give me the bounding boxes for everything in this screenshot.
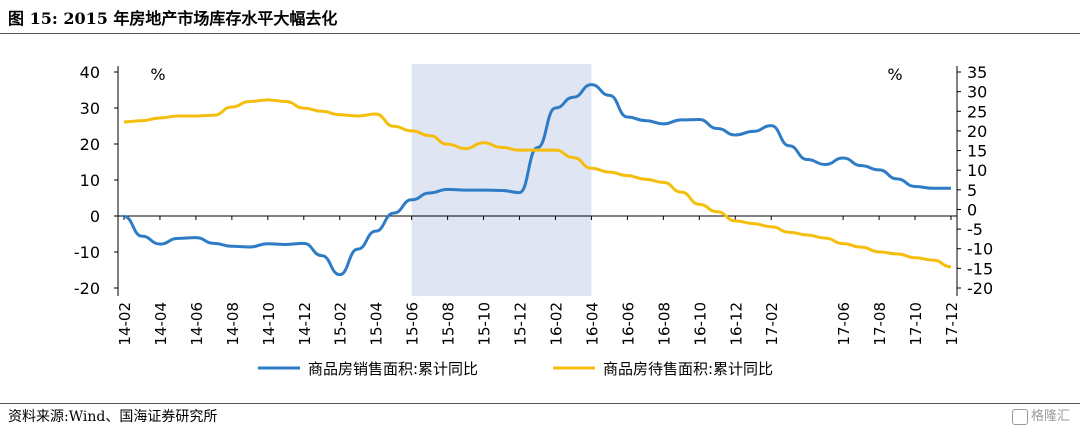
left-axis: -20 -10 0 10 20 30 40 [74,63,119,298]
legend: 商品房销售面积:累计同比 商品房待售面积:累计同比 [258,360,773,378]
right-unit-label: % [887,65,902,84]
right-tick-label: -15 [967,259,993,278]
x-tick-label: 14-12 [296,302,314,346]
x-tick-label: 16-08 [655,302,673,346]
title-divider [0,33,1080,34]
x-tick-label: 14-08 [224,302,242,346]
legend-label-inventory: 商品房待售面积:累计同比 [603,360,773,378]
x-tick-label: 17-08 [871,302,889,346]
x-tick-label: 14-02 [116,302,134,346]
left-tick-label: -20 [74,279,100,298]
right-tick-label: 5 [967,181,977,200]
figure-title: 图 15: 2015 年房地产市场库存水平大幅去化 [8,9,338,28]
left-tick-label: 20 [80,135,100,154]
highlight-band [411,64,592,296]
x-tick-label: 15-12 [512,302,530,346]
left-tick-label: 10 [80,171,100,190]
right-tick-label: -20 [967,279,993,298]
left-unit-label: % [150,65,165,84]
x-tick-label: 17-10 [907,302,925,346]
right-tick-label: 25 [967,102,987,121]
x-tick-label: 16-06 [619,302,637,346]
x-tick-label: 16-04 [583,302,601,346]
source-divider [0,403,1080,404]
series-lines [123,83,952,277]
series-line-sales [123,83,951,277]
watermark-text: 格隆汇 [1030,409,1070,424]
x-tick-label: 16-10 [691,302,709,346]
x-tick-label: 14-06 [188,302,206,346]
x-tick-label: 15-04 [368,302,386,346]
x-tick-label: 15-06 [404,302,422,346]
x-axis: 14-02 14-04 14-06 14-08 14-10 14-12 15-02 15-04… [116,215,961,346]
right-tick-label: 0 [967,200,977,219]
x-tick-label: 17-12 [943,302,961,346]
x-tick-label: 17-02 [763,302,781,346]
x-tick-label: 15-10 [476,302,494,346]
right-tick-label: 20 [967,122,987,141]
right-tick-label: -5 [967,220,983,239]
left-tick-label: 30 [80,99,100,118]
source-note: 资料来源:Wind、国海证券研究所 [8,409,218,425]
left-tick-label: 0 [90,207,100,226]
x-tick-label: 16-02 [547,302,565,346]
x-tick-label: 17-06 [835,302,853,346]
right-tick-label: 30 [967,83,987,102]
right-tick-label: 15 [967,142,987,161]
left-tick-label: 40 [80,63,100,82]
x-tick-label: 15-08 [440,302,458,346]
right-tick-label: 35 [967,63,987,82]
watermark-logo-icon [1011,408,1028,425]
x-tick-label: 14-04 [152,302,170,346]
right-tick-label: 10 [967,161,987,180]
watermark: 格隆汇 [1011,406,1070,428]
x-tick-label: 14-10 [260,302,278,346]
series-line-inventory [123,98,952,269]
legend-label-sales: 商品房销售面积:累计同比 [308,360,478,378]
x-tick-label: 16-12 [727,302,745,346]
x-tick-label: 15-02 [332,302,350,346]
left-tick-label: -10 [74,243,100,262]
right-tick-label: -10 [967,240,993,259]
